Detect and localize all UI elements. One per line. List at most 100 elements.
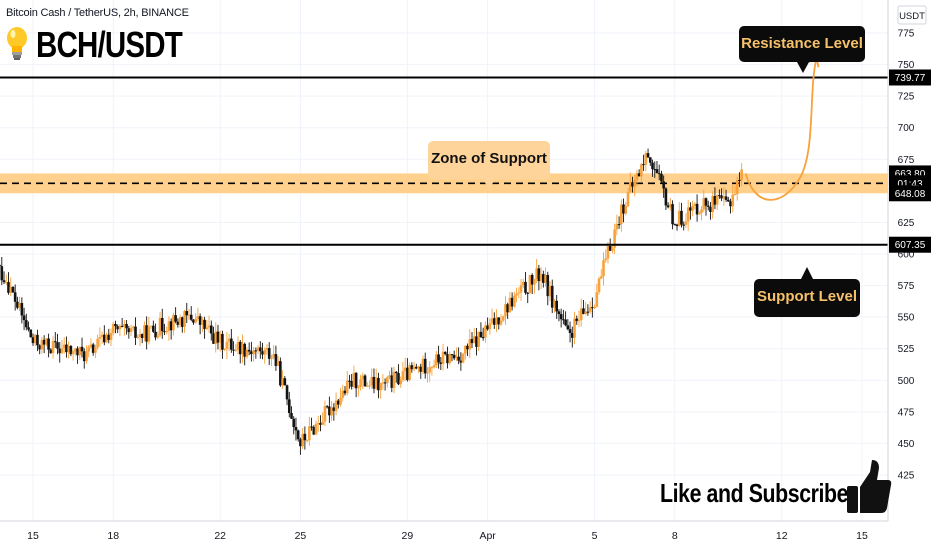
candle-up [399, 380, 403, 385]
candle-up [711, 196, 714, 212]
candle-down [134, 326, 137, 338]
candlestick-series[interactable] [0, 148, 743, 455]
candle-up [98, 336, 102, 339]
candle-down [475, 336, 478, 347]
candle-up [691, 205, 694, 211]
candle-down [283, 378, 287, 386]
candle-down [510, 297, 514, 307]
candle-down [406, 367, 409, 380]
candle-down [11, 286, 15, 293]
candle-up [577, 320, 581, 322]
candle-up [252, 350, 255, 355]
candle-down [53, 341, 57, 343]
chart-source-label: Bitcoin Cash / TetherUS, 2h, BINANCE [6, 7, 189, 19]
price-axis[interactable]: USDT425450475500525550575600625650675700… [887, 0, 932, 550]
candle-down [125, 324, 128, 329]
candle-down [294, 427, 298, 431]
candle-up [89, 344, 93, 348]
candle-up [477, 331, 480, 347]
candle-up [693, 203, 697, 206]
candle-up [615, 224, 619, 230]
candle-up [408, 365, 411, 380]
candle-up [158, 318, 162, 336]
candle-up [381, 382, 385, 384]
candle-up [488, 323, 492, 330]
candle-down [443, 351, 447, 355]
candle-down [653, 169, 657, 171]
candle-down [312, 427, 316, 435]
candle-down [212, 333, 215, 344]
candle-down [459, 360, 463, 363]
candle-down [546, 274, 550, 297]
candle-up [613, 229, 616, 248]
candle-up [167, 321, 171, 332]
time-axis[interactable]: 15 18 22 25 29 Apr 5 8 12 15 [0, 520, 932, 550]
candle-down [332, 407, 336, 411]
candle-down [348, 380, 351, 382]
candle-down [2, 280, 6, 283]
candle-up [401, 371, 405, 381]
candle-up [544, 274, 547, 283]
candle-down [287, 399, 291, 413]
candle-up [94, 347, 97, 353]
candle-up [201, 319, 204, 325]
candle-up [143, 325, 146, 339]
candle-up [374, 377, 378, 389]
candle-down [537, 268, 541, 282]
candle-down [542, 274, 545, 283]
candle-up [214, 331, 218, 344]
candle-up [129, 328, 133, 333]
candle-down [27, 327, 30, 330]
candle-down [296, 430, 300, 440]
price-label: 663.80 [895, 169, 926, 180]
candle-up [223, 348, 226, 350]
candle-down [557, 311, 561, 315]
candle-up [4, 282, 8, 284]
support-callout-pointer [801, 267, 813, 279]
x-tick-label: 29 [402, 530, 414, 542]
candle-up [426, 372, 429, 374]
candle-down [530, 274, 534, 285]
candle-down [655, 169, 659, 174]
level-lines [0, 76, 888, 246]
candle-up [270, 357, 273, 359]
candle-up [501, 316, 505, 321]
candle-up [105, 334, 108, 343]
candle-down [114, 323, 117, 327]
candle-up [276, 361, 280, 366]
candle-up [60, 348, 64, 354]
candle-up [628, 182, 632, 193]
price-label: 607.35 [895, 240, 926, 251]
candle-down [671, 204, 674, 225]
candle-down [160, 318, 164, 332]
candle-up [45, 338, 48, 345]
candle-up [533, 278, 536, 285]
candle-down [363, 375, 367, 387]
candle-up [593, 306, 596, 308]
candle-down [169, 321, 173, 331]
candle-down [310, 426, 313, 428]
candle-down [664, 188, 668, 206]
candle-up [504, 304, 507, 317]
candle-down [303, 433, 307, 441]
candle-up [472, 336, 476, 344]
y-tick-label: 525 [898, 344, 915, 355]
candle-down [562, 319, 565, 321]
candle-up [435, 354, 438, 366]
candle-up [123, 324, 126, 327]
candle-up [702, 198, 706, 210]
price-label-bg [889, 236, 931, 253]
y-tick-label: 575 [898, 281, 915, 292]
candle-down [103, 334, 106, 343]
candle-up [227, 338, 231, 342]
candle-down [91, 344, 95, 353]
candle-down [174, 315, 177, 322]
candle-up [455, 356, 458, 359]
candle-up [87, 347, 91, 352]
candle-up [535, 268, 538, 279]
candle-down [216, 331, 220, 343]
price-label-bg [889, 69, 931, 86]
candle-down [221, 333, 224, 350]
candle-up [513, 295, 516, 307]
